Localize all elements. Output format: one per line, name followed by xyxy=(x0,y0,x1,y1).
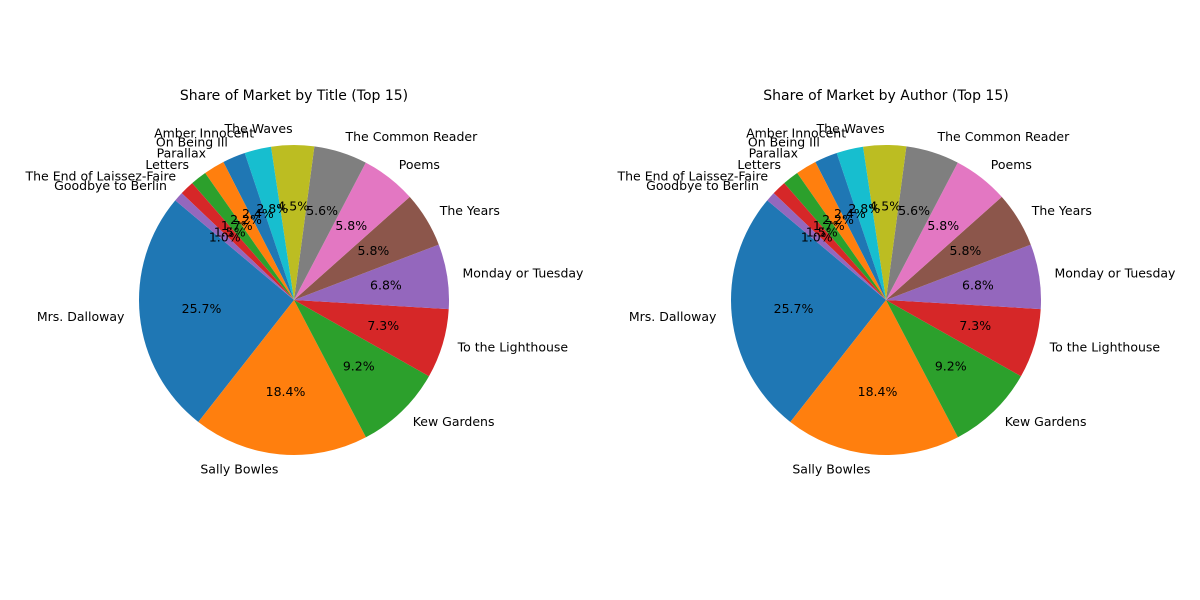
pie-slice-mrs-dalloway xyxy=(730,200,886,422)
slice-label-kew-gardens: Kew Gardens xyxy=(1005,414,1087,429)
slice-percent-to-the-lighthouse: 7.3% xyxy=(959,318,991,333)
slice-label-on-being-ill: On Being Ill xyxy=(156,134,228,149)
pie-wedges-by-title xyxy=(138,145,449,456)
slice-label-mrs-dalloway: Mrs. Dalloway xyxy=(37,309,125,324)
slice-percent-to-the-lighthouse: 7.3% xyxy=(367,318,399,333)
slice-percent-mrs-dalloway: 25.7% xyxy=(182,301,222,316)
slice-percent-parallax: 2.2% xyxy=(230,212,262,227)
slice-percent-the-end-of-laissez-faire: 1.5% xyxy=(806,224,838,239)
slice-label-the-waves: The Waves xyxy=(816,121,885,136)
pie-slice-goodbye-to-berlin xyxy=(767,193,886,300)
slice-label-parallax: Parallax xyxy=(157,145,206,160)
pie-slice-monday-or-tuesday xyxy=(886,244,1041,310)
slice-label-mrs-dalloway: Mrs. Dalloway xyxy=(629,309,717,324)
slice-label-the-years: The Years xyxy=(1031,203,1092,218)
pie-title-by-title: Share of Market by Title (Top 15) xyxy=(180,88,408,104)
slice-label-on-being-ill: On Being Ill xyxy=(748,134,820,149)
slice-percent-amber-innocent: 2.8% xyxy=(256,201,288,216)
pie-slice-the-waves xyxy=(271,145,315,300)
pie-slice-poems xyxy=(294,162,410,300)
slice-percent-mrs-dalloway: 25.7% xyxy=(774,301,814,316)
slice-label-parallax: Parallax xyxy=(749,145,798,160)
slice-label-the-end-of-laissez-faire: The End of Laissez-Faire xyxy=(617,168,769,183)
pie-slice-parallax xyxy=(205,162,294,300)
slice-label-monday-or-tuesday: Monday or Tuesday xyxy=(1055,265,1177,280)
pie-chart-author: Share of Market by Author (Top 15) Mrs. … xyxy=(617,88,1177,476)
slice-label-the-waves: The Waves xyxy=(224,121,293,136)
slice-label-goodbye-to-berlin: Goodbye to Berlin xyxy=(54,178,167,193)
slice-percent-sally-bowles: 18.4% xyxy=(858,384,898,399)
pie-slice-the-years xyxy=(294,196,439,300)
slice-percent-goodbye-to-berlin: 1.0% xyxy=(801,230,833,245)
slice-label-monday-or-tuesday: Monday or Tuesday xyxy=(463,265,585,280)
pie-labels-by-author: Mrs. Dalloway 25.7% Sally Bowles 18.4% Kew G… xyxy=(617,121,1177,476)
pie-slice-amber-innocent xyxy=(836,146,886,300)
pie-chart-title: Share of Market by Title (Top 15) Mrs. D… xyxy=(25,88,585,476)
slice-percent-kew-gardens: 9.2% xyxy=(343,358,375,373)
pie-slice-parallax xyxy=(797,162,886,300)
pie-slice-to-the-lighthouse xyxy=(294,300,449,377)
pie-slice-mrs-dalloway xyxy=(138,200,294,422)
pie-slice-sally-bowles xyxy=(790,300,958,456)
pie-slice-poems xyxy=(886,162,1002,300)
slice-label-poems: Poems xyxy=(399,157,440,172)
slice-percent-amber-innocent: 2.8% xyxy=(848,201,880,216)
slice-percent-the-waves: 4.5% xyxy=(277,199,309,214)
pie-wedges-by-author xyxy=(730,145,1041,456)
pie-title-by-author: Share of Market by Author (Top 15) xyxy=(763,88,1008,104)
slice-percent-the-end-of-laissez-faire: 1.5% xyxy=(214,224,246,239)
slice-percent-the-waves: 4.5% xyxy=(869,199,901,214)
slice-percent-poems: 5.8% xyxy=(927,218,959,233)
slice-percent-the-common-reader: 5.6% xyxy=(898,203,930,218)
pie-slice-on-being-ill xyxy=(815,153,886,300)
slice-percent-poems: 5.8% xyxy=(335,218,367,233)
slice-percent-monday-or-tuesday: 6.8% xyxy=(962,277,994,292)
pie-slice-kew-gardens xyxy=(294,300,429,438)
slice-percent-the-common-reader: 5.6% xyxy=(306,203,338,218)
slice-label-goodbye-to-berlin: Goodbye to Berlin xyxy=(646,178,759,193)
pie-slice-amber-innocent xyxy=(244,146,294,300)
slice-label-letters: Letters xyxy=(145,157,189,172)
slice-label-the-common-reader: The Common Reader xyxy=(345,129,479,144)
pie-slice-the-end-of-laissez-faire xyxy=(773,183,886,300)
slice-label-the-common-reader: The Common Reader xyxy=(937,129,1071,144)
slice-label-sally-bowles: Sally Bowles xyxy=(200,461,278,476)
slice-percent-kew-gardens: 9.2% xyxy=(935,358,967,373)
slice-percent-letters: 1.7% xyxy=(813,218,845,233)
slice-label-the-end-of-laissez-faire: The End of Laissez-Faire xyxy=(25,168,177,183)
slice-percent-the-years: 5.8% xyxy=(950,243,982,258)
pie-labels-by-title: Mrs. Dalloway 25.7% Sally Bowles 18.4% Kew G… xyxy=(25,121,585,476)
slice-percent-on-being-ill: 2.4% xyxy=(242,206,274,221)
slice-percent-letters: 1.7% xyxy=(221,218,253,233)
pie-slice-letters xyxy=(192,173,294,300)
slice-percent-on-being-ill: 2.4% xyxy=(834,206,866,221)
pie-slice-to-the-lighthouse xyxy=(886,300,1041,377)
slice-percent-parallax: 2.2% xyxy=(822,212,854,227)
slice-percent-sally-bowles: 18.4% xyxy=(266,384,306,399)
pie-slice-monday-or-tuesday xyxy=(294,244,449,310)
pie-slice-kew-gardens xyxy=(886,300,1021,438)
pie-slice-the-common-reader xyxy=(294,146,366,300)
slice-label-sally-bowles: Sally Bowles xyxy=(792,461,870,476)
slice-label-letters: Letters xyxy=(737,157,781,172)
slice-label-amber-innocent: Amber Innocent xyxy=(746,126,846,141)
slice-label-poems: Poems xyxy=(991,157,1032,172)
slice-label-amber-innocent: Amber Innocent xyxy=(154,126,254,141)
pie-slice-letters xyxy=(784,173,886,300)
pie-slice-on-being-ill xyxy=(223,153,294,300)
pie-slice-goodbye-to-berlin xyxy=(175,193,294,300)
pie-slice-the-end-of-laissez-faire xyxy=(181,183,294,300)
slice-percent-monday-or-tuesday: 6.8% xyxy=(370,277,402,292)
slice-label-the-years: The Years xyxy=(439,203,500,218)
slice-label-to-the-lighthouse: To the Lighthouse xyxy=(1049,340,1161,355)
slice-percent-goodbye-to-berlin: 1.0% xyxy=(209,230,241,245)
slice-percent-the-years: 5.8% xyxy=(358,243,390,258)
slice-label-to-the-lighthouse: To the Lighthouse xyxy=(457,340,569,355)
slice-label-kew-gardens: Kew Gardens xyxy=(413,414,495,429)
pie-slice-the-waves xyxy=(863,145,907,300)
pie-slice-the-common-reader xyxy=(886,146,958,300)
pie-slice-sally-bowles xyxy=(198,300,366,456)
pie-slice-the-years xyxy=(886,196,1031,300)
